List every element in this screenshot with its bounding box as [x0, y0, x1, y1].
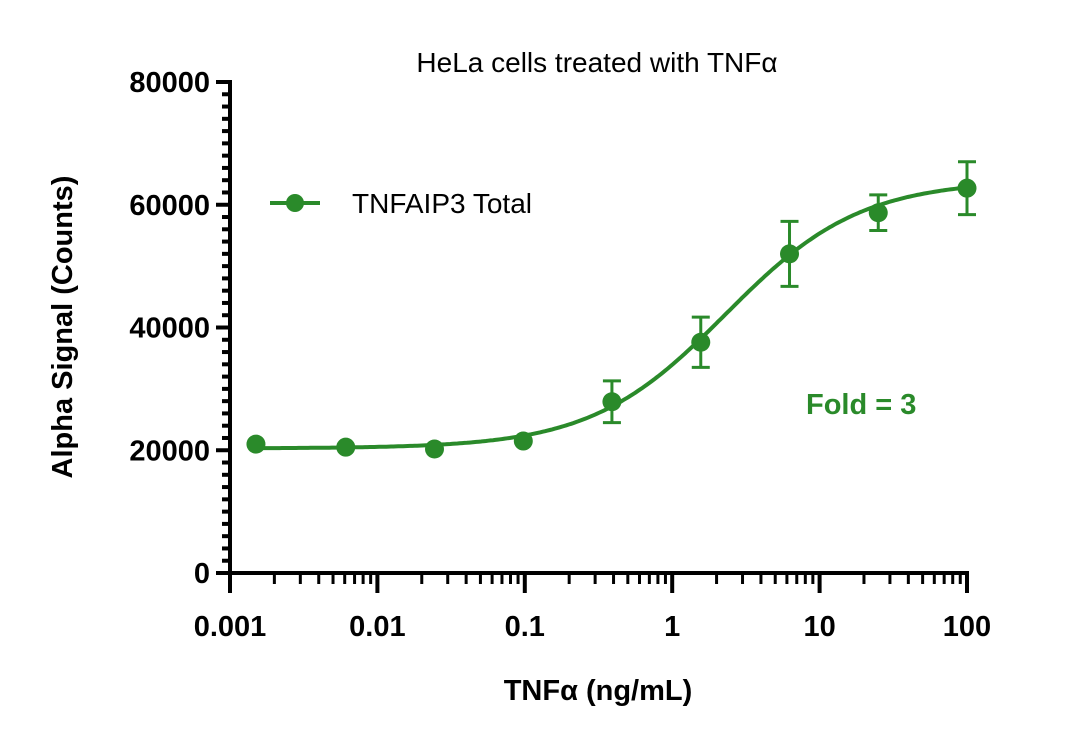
chart-title: HeLa cells treated with TNFα: [416, 47, 777, 78]
x-axis-title: TNFα (ng/mL): [504, 675, 693, 707]
data-point: [602, 392, 622, 412]
data-point: [336, 437, 356, 457]
x-tick-label: 0.1: [505, 611, 545, 643]
data-point: [780, 244, 800, 264]
y-tick-label: 0: [194, 558, 210, 590]
x-tick-label: 1: [664, 611, 680, 643]
data-point: [513, 431, 533, 451]
x-tick-label: 10: [803, 611, 835, 643]
plot-area: [246, 160, 977, 459]
y-tick-label: 20000: [129, 435, 210, 467]
y-tick-label: 40000: [129, 313, 210, 345]
legend-label: TNFAIP3 Total: [352, 188, 532, 219]
fold-annotation: Fold = 3: [806, 389, 916, 421]
y-tick-label: 60000: [129, 190, 210, 222]
data-point: [425, 439, 445, 459]
x-tick-label: 100: [943, 611, 991, 643]
data-point: [691, 332, 711, 352]
axes: 0 20000 40000 60000 80000 0.001 0.01 0.1 1 10 100: [129, 67, 991, 643]
data-point: [957, 178, 977, 198]
x-tick-label: 0.001: [194, 611, 267, 643]
data-point: [868, 203, 888, 223]
x-tick-label: 0.01: [349, 611, 405, 643]
y-axis-title: Alpha Signal (Counts): [47, 176, 79, 479]
legend: TNFAIP3 Total: [270, 188, 532, 219]
legend-marker: [286, 194, 304, 212]
data-point: [246, 434, 266, 454]
y-tick-label: 80000: [129, 67, 210, 99]
